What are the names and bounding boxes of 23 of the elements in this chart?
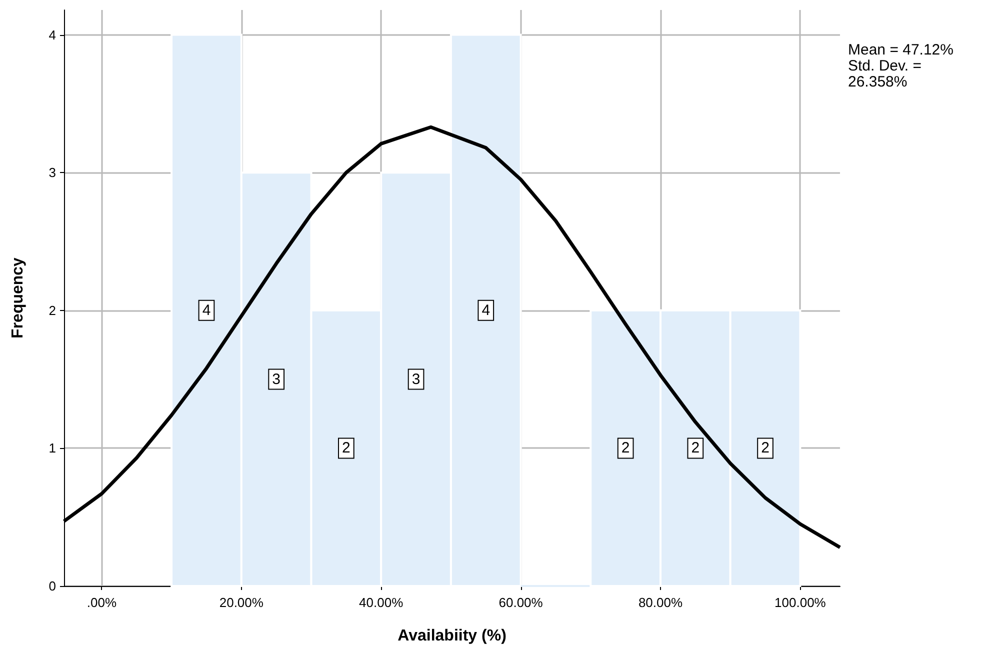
- text: Std. Dev. = 26.358%: [848, 58, 926, 90]
- data-label: 4: [482, 302, 490, 319]
- data-label: 2: [761, 440, 770, 457]
- y-tick-label: 2: [48, 302, 56, 318]
- y-tick-label: 4: [48, 27, 56, 42]
- data-label: 4: [202, 302, 211, 319]
- data-label: 3: [412, 370, 420, 388]
- data-label: 3: [272, 370, 281, 388]
- y-tick-label: 1: [48, 440, 56, 456]
- x-tick-label: 80.00%: [638, 595, 683, 610]
- x-axis-title: Availabiity (%): [398, 628, 506, 644]
- x-tick-label: 100.00%: [774, 595, 826, 610]
- y-axis-title: Frequency: [10, 257, 26, 338]
- x-tick-label: 20.00%: [219, 595, 264, 610]
- x-tick-label: 60.00%: [498, 595, 544, 610]
- x-tick-label: .00%: [86, 595, 117, 610]
- text: Mean = 47.12%: [848, 42, 954, 58]
- y-tick-label: 3: [48, 165, 56, 180]
- data-label: 2: [621, 440, 630, 457]
- x-tick-label: 40.00%: [359, 595, 404, 610]
- y-tick-label: 0: [48, 578, 56, 594]
- data-label: 2: [342, 440, 350, 457]
- data-label: 2: [691, 440, 700, 457]
